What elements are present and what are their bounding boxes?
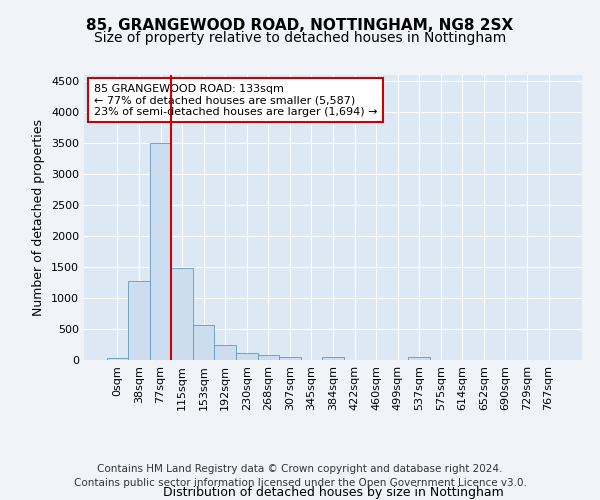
Bar: [172, 268, 193, 360]
Bar: [193, 324, 214, 360]
Text: 85 GRANGEWOOD ROAD: 133sqm
← 77% of detached houses are smaller (5,587)
23% of s: 85 GRANGEWOOD ROAD: 133sqm ← 77% of deta…: [94, 84, 377, 116]
Text: Contains HM Land Registry data © Crown copyright and database right 2024.: Contains HM Land Registry data © Crown c…: [97, 464, 503, 474]
Bar: [409, 357, 430, 360]
Bar: [107, 358, 128, 360]
Bar: [236, 353, 257, 360]
Bar: [150, 143, 172, 360]
X-axis label: Distribution of detached houses by size in Nottingham: Distribution of detached houses by size …: [163, 486, 503, 500]
Y-axis label: Number of detached properties: Number of detached properties: [32, 119, 46, 316]
Bar: [214, 346, 236, 360]
Text: 85, GRANGEWOOD ROAD, NOTTINGHAM, NG8 2SX: 85, GRANGEWOOD ROAD, NOTTINGHAM, NG8 2SX: [86, 18, 514, 32]
Bar: [128, 282, 150, 360]
Bar: [322, 357, 344, 360]
Bar: [257, 356, 279, 360]
Text: Contains public sector information licensed under the Open Government Licence v3: Contains public sector information licen…: [74, 478, 526, 488]
Bar: [279, 357, 301, 360]
Text: Size of property relative to detached houses in Nottingham: Size of property relative to detached ho…: [94, 31, 506, 45]
